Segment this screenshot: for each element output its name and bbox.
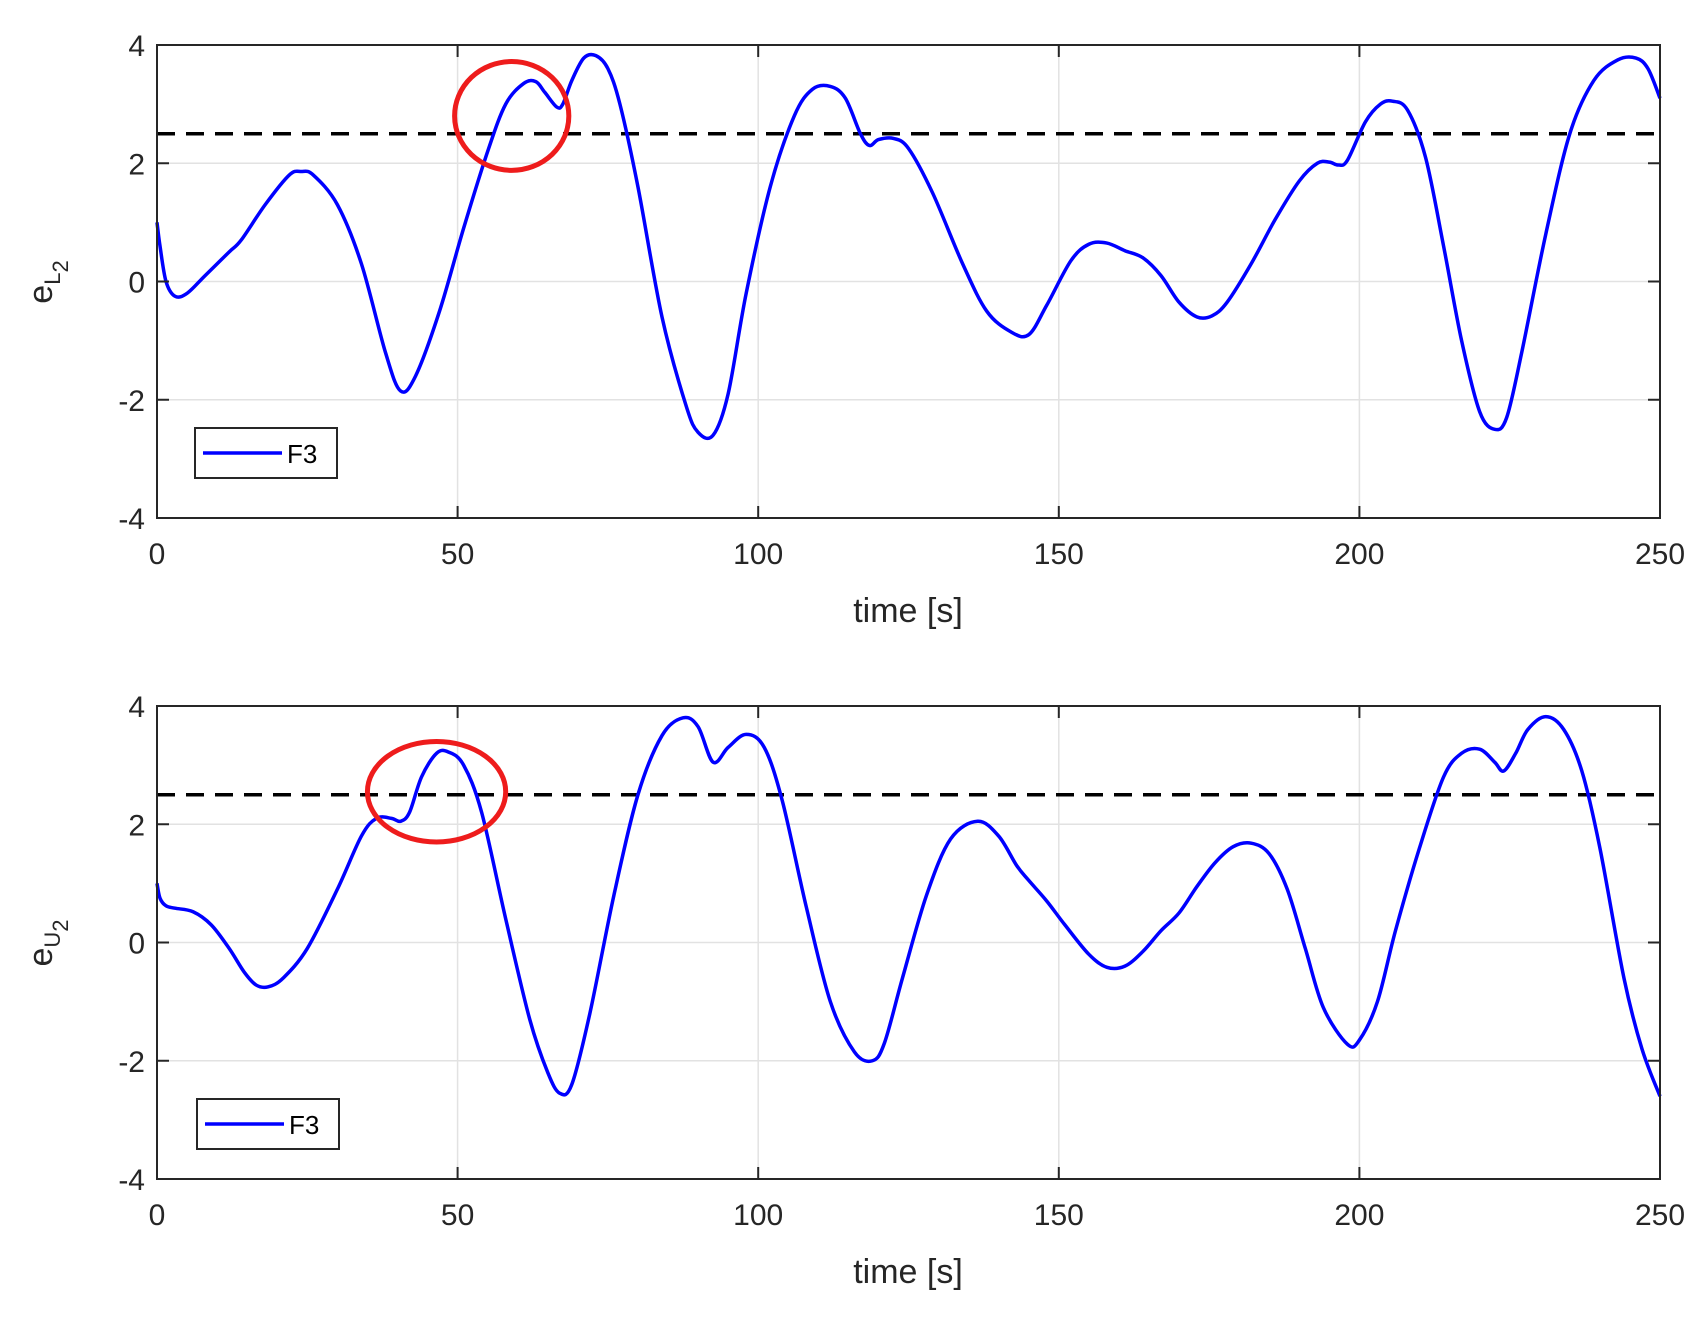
top-x-ticks: 0 50 100 150 200 250 [149,45,1685,571]
top-y-ticks: -4 -2 0 2 4 [118,30,1660,536]
top-x-tick-label-5: 250 [1635,538,1685,571]
bottom-x-tick-label-1: 50 [441,1199,474,1232]
top-y-label-sub: L [40,273,65,285]
bottom-x-tick-label-4: 200 [1334,1199,1384,1232]
top-highlight-circle [452,59,572,173]
bottom-legend-label: F3 [289,1110,319,1140]
bottom-y-tick-label-4: 4 [128,691,145,724]
top-x-tick-label-2: 100 [733,538,783,571]
top-legend: F3 [194,427,338,479]
bottom-x-axis-label: time [s] [853,1253,963,1291]
bottom-y-ticks: -4 -2 0 2 4 [118,691,1660,1197]
bottom-gridlines [156,705,1661,1180]
top-y-tick-label-1: -2 [118,385,145,418]
bottom-y-label-sub: U [40,932,65,948]
top-y-label-subsub: 2 [48,260,73,272]
top-x-axis-label: time [s] [853,592,963,630]
bottom-y-tick-label-2: 0 [128,928,145,961]
bottom-y-tick-label-0: -4 [118,1164,145,1197]
top-y-tick-label-2: 0 [128,267,145,300]
top-y-axis-label: eL2 [22,260,73,303]
bottom-legend: F3 [196,1098,340,1150]
top-y-tick-label-4: 4 [128,30,145,63]
top-x-tick-label-4: 200 [1334,538,1384,571]
top-x-tick-label-1: 50 [441,538,474,571]
bottom-x-tick-label-0: 0 [149,1199,166,1232]
top-highlight-ellipse [452,59,572,173]
bottom-y-tick-label-3: 2 [128,809,145,842]
top-y-label-base: e [22,285,60,304]
top-gridlines [156,44,1661,519]
top-y-tick-label-0: -4 [118,503,145,536]
bottom-highlight-circle [364,738,509,845]
bottom-x-tick-label-5: 250 [1635,1199,1685,1232]
bottom-highlight-ellipse [364,738,509,845]
bottom-x-ticks: 0 50 100 150 200 250 [149,706,1685,1232]
bottom-series [155,714,1662,1097]
bottom-y-tick-label-1: -2 [118,1046,145,1079]
bottom-y-label-base: e [22,948,60,967]
bottom-series-line-0 [155,714,1662,1097]
top-series-line-0 [155,52,1662,441]
top-x-tick-label-3: 150 [1034,538,1084,571]
bottom-y-axis-label: eU2 [22,919,73,966]
bottom-x-tick-label-2: 100 [733,1199,783,1232]
top-series [155,52,1662,441]
bottom-x-tick-label-3: 150 [1034,1199,1084,1232]
bottom-y-label-subsub: 2 [48,919,73,931]
top-legend-label: F3 [287,439,317,469]
top-y-tick-label-3: 2 [128,148,145,181]
top-x-tick-label-0: 0 [149,538,166,571]
